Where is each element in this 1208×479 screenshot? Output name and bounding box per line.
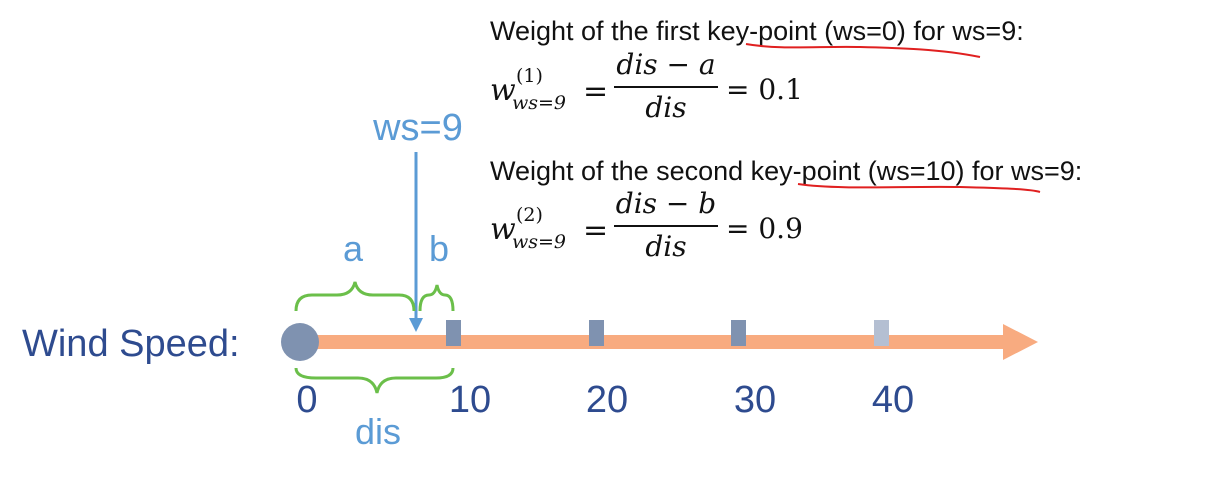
formula-second-caption: Weight of the second key-point (ws=10) f… — [490, 156, 1082, 186]
formula-second-equals: = — [583, 213, 608, 248]
formula-second-w: w — [490, 212, 516, 247]
tick-label-40: 40 — [872, 379, 914, 421]
brace-b — [418, 284, 455, 312]
brace-a — [294, 281, 416, 312]
current-ws-arrowhead — [409, 318, 423, 332]
formula-second: Weight of the second key-point (ws=10) f… — [490, 156, 1082, 263]
formula-second-subscript: ws=9 — [512, 231, 566, 253]
key-point-marker-30 — [731, 320, 746, 346]
formula-second-denominator: dis — [645, 230, 686, 263]
axis-line — [300, 335, 1010, 349]
current-ws-label: ws=9 — [372, 107, 463, 149]
formula-first-underline — [745, 43, 981, 58]
formula-first-denominator: dis — [645, 91, 686, 124]
axis-arrowhead — [1003, 324, 1038, 360]
tick-label-30: 30 — [734, 379, 776, 421]
formula-second-superscript: (2) — [516, 204, 543, 226]
tick-label-10: 10 — [449, 379, 491, 421]
formula-second-numerator: dis − b — [616, 187, 716, 220]
formula-first-superscript: (1) — [516, 65, 543, 87]
tick-label-20: 20 — [586, 379, 628, 421]
formula-first-numerator: dis − a — [616, 48, 715, 81]
key-point-marker-10 — [446, 320, 461, 346]
formula-first-caption: Weight of the first key-point (ws=0) for… — [490, 16, 1024, 46]
key-point-marker-20 — [589, 320, 604, 346]
brace-dis-label: dis — [355, 411, 401, 452]
formula-first-subscript: ws=9 — [512, 92, 566, 114]
formula-first: Weight of the first key-point (ws=0) for… — [490, 16, 1024, 124]
formula-first-equals: = — [583, 74, 608, 109]
brace-b-label: b — [429, 228, 449, 269]
formula-second-underline — [797, 183, 1041, 193]
brace-a-label: a — [343, 228, 364, 269]
origin-marker — [281, 323, 319, 361]
axis-label: Wind Speed: — [22, 323, 240, 365]
formula-first-w: w — [490, 73, 516, 108]
formula-first-result: = 0.1 — [726, 73, 803, 106]
formula-second-result: = 0.9 — [726, 212, 803, 245]
tick-label-0: 0 — [296, 379, 317, 421]
brace-dis — [294, 367, 455, 394]
key-point-marker-40 — [874, 320, 889, 346]
